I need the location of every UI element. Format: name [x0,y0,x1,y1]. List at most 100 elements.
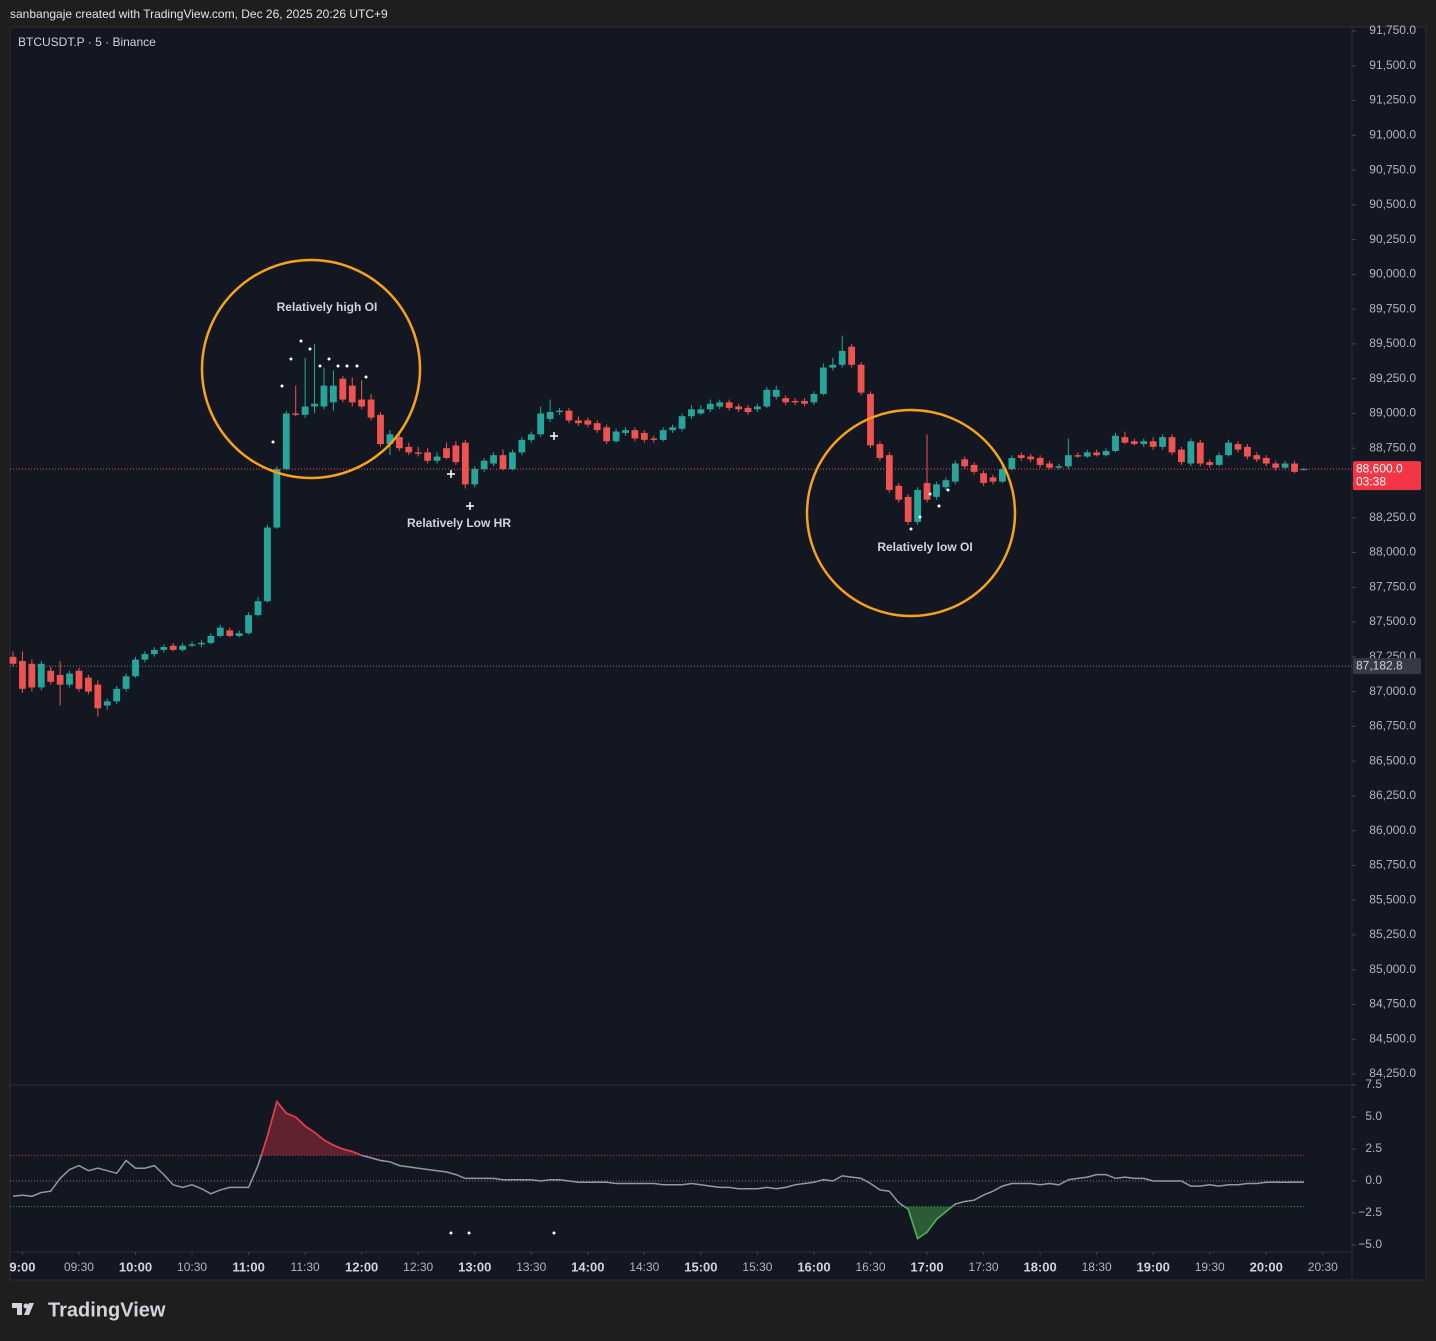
candle-body [273,469,281,528]
candle-body [923,482,931,500]
candle-body [819,367,827,394]
candle-body [301,406,309,415]
candle-body [527,434,535,440]
x-tick-label: 10:30 [177,1260,207,1274]
candle-body [622,430,629,433]
countdown-label: 03:38 [1356,474,1386,488]
y-tick-label: 87,500.0 [1369,614,1416,628]
x-tick-label: 18:00 [1023,1259,1056,1274]
candle-body [471,469,479,485]
candle-body [1215,455,1223,465]
candle-body [443,448,450,458]
candle-body [1008,457,1016,470]
signal-dot [937,504,941,508]
signal-dot [299,339,303,343]
y-tick-label: 2.5 [1365,1141,1382,1155]
candle-body [292,413,300,415]
y-tick-label: 89,250.0 [1369,371,1416,385]
y-tick-label: 84,750.0 [1369,997,1416,1011]
marked-price-label: 87,182.8 [1356,658,1403,672]
x-tick-label: 12:00 [345,1259,378,1274]
candle-body [1036,457,1044,465]
candle-body [659,430,667,440]
signal-dot [909,527,913,531]
candle-body [47,670,55,682]
chart-area [9,26,1427,1281]
candle-body [697,409,705,414]
signal-dot [271,440,275,444]
candle-body [1017,455,1025,458]
footer-brand: TradingView [48,1299,166,1321]
candle-body [1149,441,1157,447]
candle-body [744,407,752,413]
candle-body [801,400,808,404]
candle-body [782,398,790,403]
candle-body [122,676,130,689]
candle-body [1281,463,1289,468]
candle-body [1121,437,1129,443]
x-tick-label: 13:00 [458,1259,491,1274]
candle-body [75,670,83,689]
candle-body [490,455,497,464]
candle-body [1159,437,1166,447]
annotation: Relatively Low HR [407,516,511,530]
candle-body [1234,444,1242,450]
x-tick-label: 11:00 [232,1259,265,1274]
candle-body [1093,452,1101,456]
y-tick-label: 88,000.0 [1369,545,1416,559]
candle-body [141,654,149,660]
candle-body [706,403,714,410]
cross-markers [447,432,558,510]
candle-body [688,409,695,417]
candle-body [763,389,771,407]
candle-body [358,399,366,407]
candle-body [876,444,884,458]
candle-body [1102,451,1110,456]
candle-body [37,663,45,688]
y-tick-label: 91,500.0 [1369,58,1416,72]
candle-body [179,645,187,650]
x-tick-label: 19:30 [1195,1260,1225,1274]
cross-marker [466,502,474,510]
y-tick-label: −5.0 [1358,1237,1382,1251]
candle-body [885,455,893,490]
x-tick-label: 14:30 [629,1260,659,1274]
y-tick-label: 85,000.0 [1369,962,1416,976]
candle-body [395,437,403,449]
candle-body [914,489,921,522]
y-tick-label: −2.5 [1358,1205,1382,1219]
signal-dot [289,357,293,361]
x-tick-label: 20:30 [1308,1260,1338,1274]
candle-body [405,446,413,453]
annotation: Relatively low OI [877,540,972,554]
signal-dot [928,492,932,496]
annotation: Relatively high OI [277,300,378,314]
x-tick-label: 13:30 [516,1260,546,1274]
candle-body [1168,437,1176,453]
y-tick-label: 85,500.0 [1369,892,1416,906]
candle-body [414,452,422,454]
candle-body [857,364,865,393]
candle-body [565,410,573,421]
candle-body [933,484,940,497]
candle-body [348,385,356,403]
candle-body [94,684,102,709]
candle-body [603,427,611,442]
candle-body [66,673,73,685]
signal-dot [449,1231,453,1235]
x-tick-label: 14:00 [571,1259,604,1274]
x-tick-label: 17:00 [910,1259,943,1274]
candle-body [1187,441,1195,464]
x-tick-label: 19:00 [1137,1259,1170,1274]
candle-body [640,432,648,440]
candle-body [56,674,64,685]
signal-dot [308,347,312,351]
x-tick-label: 10:00 [119,1259,152,1274]
x-tick-label: 15:30 [742,1260,772,1274]
candle-body [480,460,488,470]
y-tick-label: 84,500.0 [1369,1031,1416,1045]
highlight-circle [805,408,1017,618]
signal-dot [467,1231,471,1235]
y-tick-label: 84,250.0 [1369,1066,1416,1080]
candle-body [867,393,874,446]
